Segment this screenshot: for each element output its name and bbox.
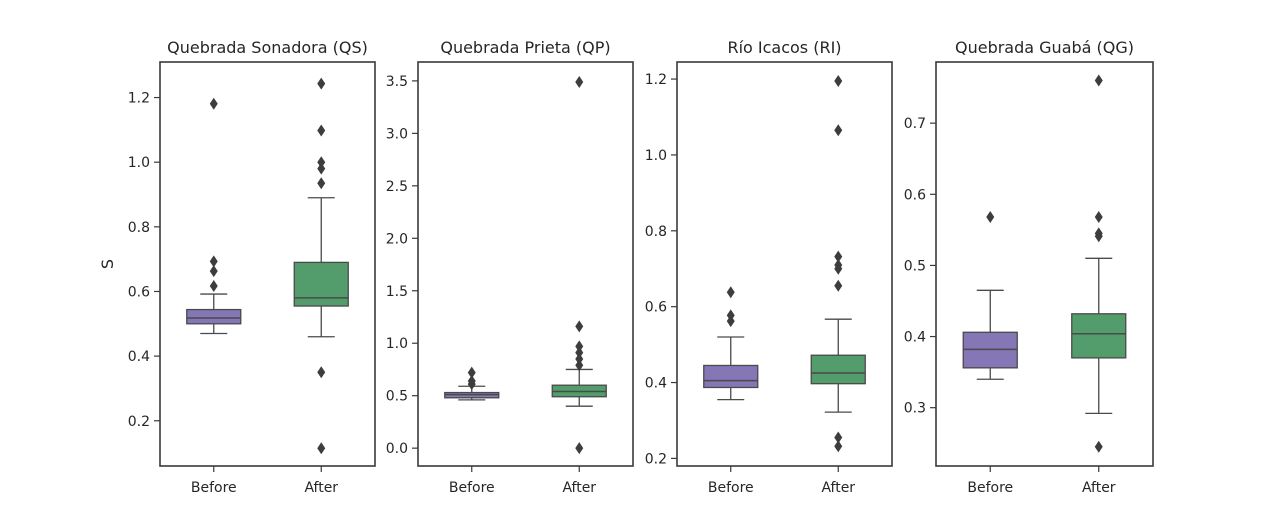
outlier-point — [575, 75, 584, 88]
outlier-point — [986, 211, 995, 224]
y-tick-label: 0.6 — [128, 284, 150, 300]
y-tick-label: 1.2 — [128, 91, 150, 107]
x-tick-label: After — [821, 480, 855, 496]
outlier-point — [1094, 227, 1103, 240]
panel-title: Quebrada Guabá (QG) — [955, 38, 1134, 57]
outlier-point — [317, 162, 326, 175]
panel-1: Quebrada Sonadora (QS) S 0.2 0.4 0.6 0.8 1.0 1.… — [98, 38, 376, 496]
y-tick-label: 2.0 — [386, 231, 408, 247]
axes-frame — [935, 61, 1154, 467]
outlier-point — [209, 97, 218, 110]
y-tick-label: 1.0 — [645, 148, 667, 164]
y-tick-label: 2.5 — [386, 179, 408, 195]
box-after — [810, 74, 866, 453]
y-tick-label: 0.4 — [128, 349, 150, 365]
x-tick-label: Before — [449, 480, 495, 496]
outlier-point — [575, 320, 584, 333]
y-tick-label: 0.8 — [645, 224, 667, 240]
y-tick-label: 0.5 — [386, 389, 408, 405]
y-tick-label: 0.6 — [904, 187, 926, 203]
outlier-point — [209, 265, 218, 278]
box-before — [186, 97, 242, 335]
y-tick-label: 0.0 — [386, 441, 408, 457]
y-tick-label: 0.6 — [645, 300, 667, 316]
outlier-point — [834, 74, 843, 87]
box-after — [1071, 74, 1127, 453]
y-tick-label: 0.4 — [645, 376, 667, 392]
y-tick-label: 1.0 — [386, 336, 408, 352]
x-tick-label: Before — [708, 480, 754, 496]
axes-frame — [417, 61, 634, 467]
y-tick-label: 3.5 — [386, 74, 408, 90]
outlier-point — [575, 346, 584, 359]
y-tick-label: 0.2 — [645, 451, 667, 467]
outlier-point — [834, 431, 843, 444]
outlier-point — [834, 279, 843, 292]
outlier-point — [317, 442, 326, 455]
iqr-box — [703, 364, 759, 389]
x-tick-label: Before — [191, 480, 237, 496]
outlier-point — [575, 340, 584, 353]
box-before — [703, 286, 759, 401]
x-tick-label: After — [562, 480, 596, 496]
panel-4: Quebrada Guabá (QG) 0.3 0.4 0.5 0.6 0.7 Before… — [904, 38, 1154, 496]
outlier-point — [467, 366, 476, 379]
box-after — [293, 77, 349, 455]
outlier-point — [1094, 440, 1103, 453]
x-tick-label: After — [304, 480, 338, 496]
panel-title: Quebrada Sonadora (QS) — [167, 38, 368, 57]
outlier-point — [317, 366, 326, 379]
y-tick-label: 0.5 — [904, 258, 926, 274]
outlier-point — [834, 250, 843, 263]
y-tick-label: 0.2 — [128, 414, 150, 430]
outlier-point — [834, 124, 843, 137]
outlier-point — [317, 156, 326, 169]
outlier-point — [575, 359, 584, 372]
outlier-point — [1094, 211, 1103, 224]
outlier-point — [317, 177, 326, 190]
y-tick-label: 0.8 — [128, 220, 150, 236]
x-tick-label: After — [1082, 480, 1116, 496]
iqr-box — [1071, 313, 1127, 359]
outlier-point — [834, 258, 843, 271]
outlier-point — [726, 286, 735, 299]
y-tick-label: 1.5 — [386, 284, 408, 300]
axes-frame — [159, 61, 376, 467]
y-tick-label: 0.4 — [904, 330, 926, 346]
outlier-point — [317, 77, 326, 90]
y-tick-label: 0.7 — [904, 116, 926, 132]
y-tick-label: 1.2 — [645, 72, 667, 88]
panel-title: Río Icacos (RI) — [727, 38, 841, 57]
iqr-box — [810, 354, 866, 385]
y-tick-label: 1.0 — [128, 155, 150, 171]
y-tick-label: 0.3 — [904, 401, 926, 417]
outlier-point — [209, 279, 218, 292]
box-before — [962, 211, 1018, 380]
x-tick-label: Before — [967, 480, 1013, 496]
outlier-point — [834, 440, 843, 453]
outlier-point — [575, 352, 584, 365]
y-axis-label: S — [98, 259, 117, 269]
axes-frame — [676, 61, 893, 467]
panel-title: Quebrada Prieta (QP) — [440, 38, 610, 57]
outlier-point — [317, 124, 326, 137]
box-before — [444, 366, 500, 401]
outlier-point — [467, 375, 476, 388]
y-tick-label: 3.0 — [386, 126, 408, 142]
outlier-point — [575, 442, 584, 455]
box-after — [551, 75, 607, 455]
outlier-point — [726, 309, 735, 322]
iqr-box — [293, 261, 349, 307]
outlier-point — [209, 255, 218, 268]
outlier-point — [1094, 74, 1103, 87]
panel-2: Quebrada Prieta (QP) 0.0 0.5 1.0 1.5 2.0 2.5 3.… — [386, 38, 634, 496]
iqr-box — [186, 308, 242, 325]
panel-3: Río Icacos (RI) 0.2 0.4 0.6 0.8 1.0 1.2 Before A… — [645, 38, 893, 496]
